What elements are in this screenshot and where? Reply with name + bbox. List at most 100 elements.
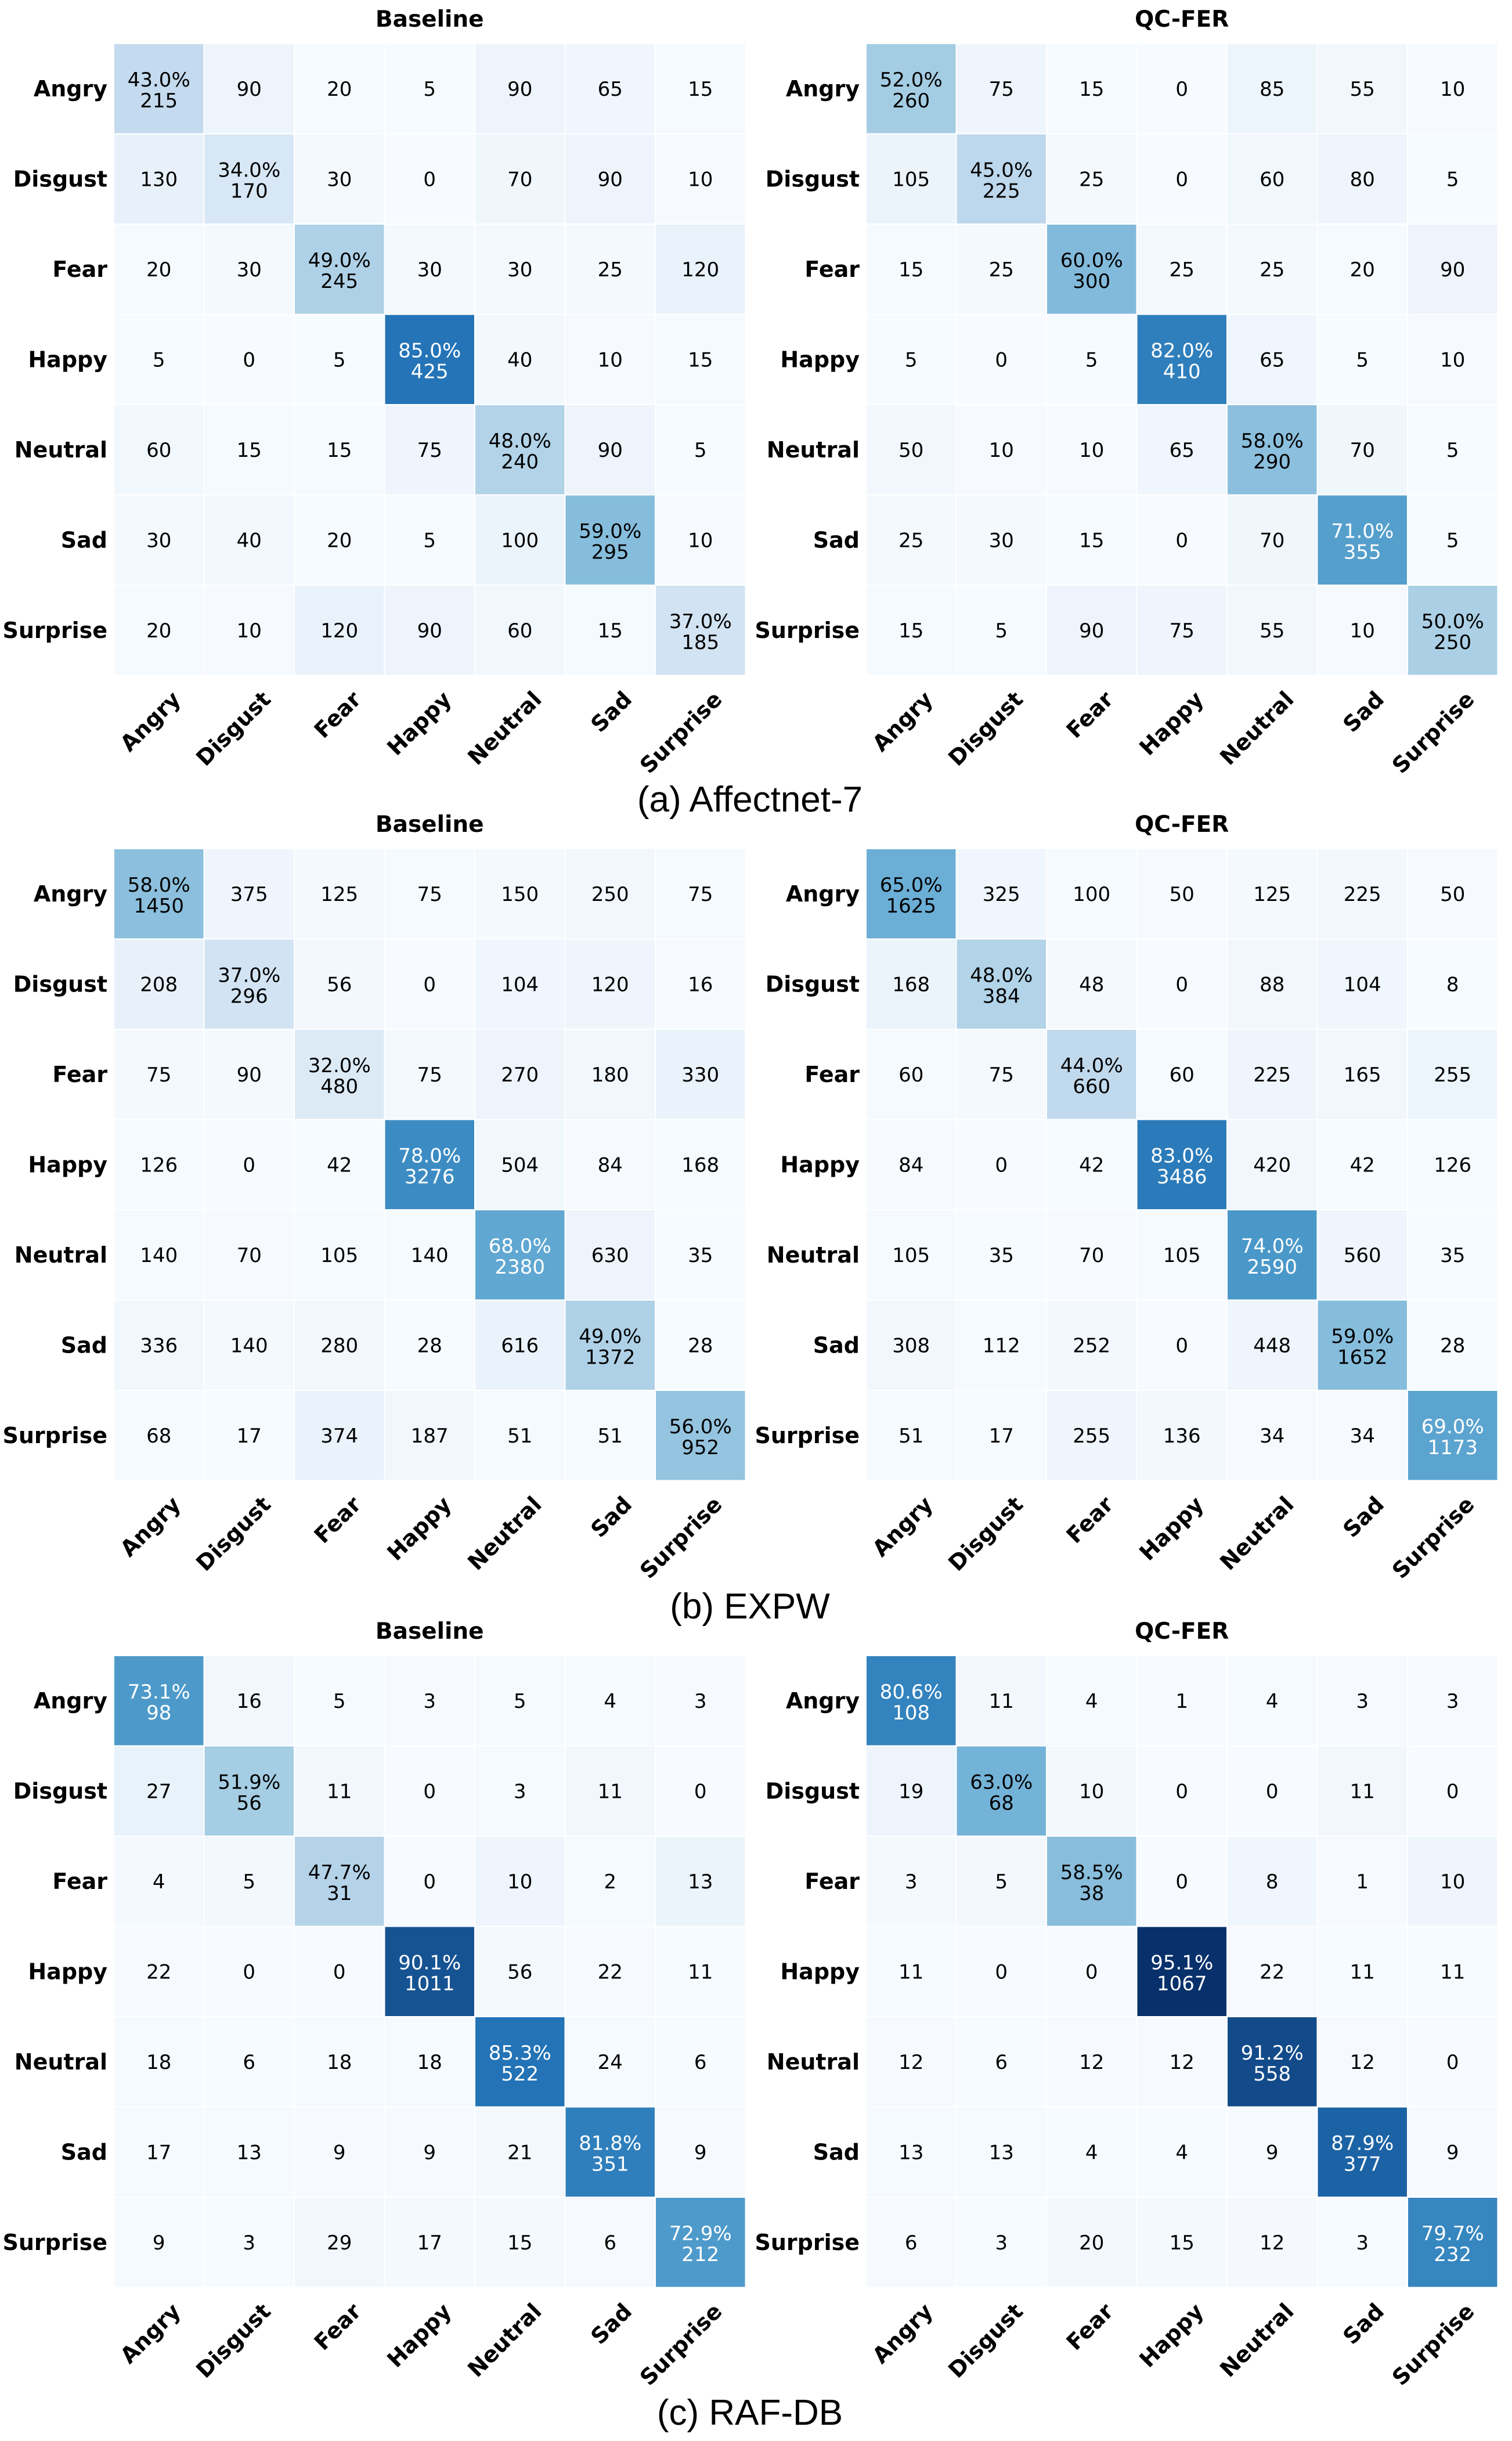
cell-count-label: 28 <box>1440 1334 1465 1357</box>
heatmap-cell <box>955 1029 1047 1120</box>
caption-affectnet-text: (a) Affectnet-7 <box>637 780 863 820</box>
cell-count-label: 15 <box>688 348 713 372</box>
heatmap-cell <box>1316 1655 1408 1747</box>
matrix-title: Baseline <box>376 812 484 838</box>
heatmap-cell <box>655 1029 746 1120</box>
cell-count-label: 70 <box>1079 1244 1104 1267</box>
col-tick-label: Fear <box>1062 2298 1118 2355</box>
heatmap-cell <box>294 938 385 1030</box>
cell-percent-label: 49.0% <box>308 249 371 272</box>
heatmap-cell <box>1046 313 1138 405</box>
cell-count-label: 68 <box>989 1791 1014 1815</box>
heatmap-cell <box>113 1209 205 1301</box>
cell-count-label: 60 <box>1170 1063 1195 1087</box>
cell-count-label: 245 <box>320 270 358 293</box>
col-tick-label: Sad <box>586 2298 637 2349</box>
heatmap-cell <box>655 1299 746 1391</box>
heatmap-cell <box>564 133 656 225</box>
heatmap-cell <box>1226 1390 1318 1481</box>
cell-percent-label: 63.0% <box>970 1771 1033 1794</box>
cell-count-label: 1 <box>1175 1690 1188 1713</box>
cell-count-label: 0 <box>1266 1780 1279 1803</box>
heatmap-cell <box>564 1655 656 1747</box>
cell-count-label: 42 <box>1079 1153 1104 1177</box>
cell-count-label: 31 <box>327 1882 352 1905</box>
cell-count-label: 504 <box>501 1153 539 1177</box>
heatmap-cell <box>1046 2197 1138 2288</box>
heatmap-cell <box>1316 1390 1408 1481</box>
heatmap-cell <box>865 585 957 676</box>
heatmap-cell <box>1407 2106 1499 2198</box>
heatmap-cell <box>1407 1299 1499 1391</box>
cell-count-label: 125 <box>320 883 358 906</box>
cell-count-label: 336 <box>140 1334 178 1357</box>
matrix-title: Baseline <box>376 1618 484 1645</box>
heatmap-cell <box>113 404 205 496</box>
cell-count-label: 425 <box>411 360 449 383</box>
cell-count-label: 5 <box>1446 439 1459 462</box>
cell-percent-label: 48.0% <box>970 964 1033 987</box>
cell-count-label: 0 <box>243 348 255 372</box>
heatmap-cell <box>1226 848 1318 940</box>
cell-count-label: 10 <box>1350 619 1375 643</box>
cell-count-label: 60 <box>1260 168 1284 191</box>
col-tick-label: Disgust <box>191 2298 276 2383</box>
heatmap-cell <box>1046 1029 1138 1120</box>
heatmap-cell <box>113 43 205 135</box>
cell-count-label: 225 <box>983 179 1020 203</box>
cell-count-label: 0 <box>243 1153 255 1177</box>
heatmap-cell <box>655 2016 746 2108</box>
heatmap-cell <box>203 1299 295 1391</box>
col-tick-label: Angry <box>868 1491 938 1562</box>
cell-count-label: 40 <box>507 348 532 372</box>
cell-count-label: 8 <box>1266 1870 1279 1894</box>
cell-count-label: 5 <box>995 1870 1008 1894</box>
heatmap-cell <box>113 494 205 586</box>
row-tick-label: Surprise <box>2 2230 107 2255</box>
row-tick-label: Angry <box>786 76 860 102</box>
cell-count-label: 0 <box>995 1960 1008 1984</box>
cell-count-label: 70 <box>1260 529 1284 552</box>
heatmap-cell <box>113 2016 205 2108</box>
heatmap-cell <box>203 1390 295 1481</box>
heatmap-cell <box>865 1209 957 1301</box>
cell-percent-label: 91.2% <box>1241 2042 1304 2065</box>
heatmap-cell <box>1407 938 1499 1030</box>
heatmap-cell <box>294 223 385 315</box>
heatmap-cell <box>294 1745 385 1837</box>
row-tick-label: Surprise <box>755 2230 860 2255</box>
heatmap-cell <box>655 2106 746 2198</box>
row-tick-label: Disgust <box>13 166 107 192</box>
heatmap-cell <box>955 2016 1047 2108</box>
cell-count-label: 0 <box>423 168 436 191</box>
heatmap-cell <box>474 938 566 1030</box>
cell-count-label: 35 <box>1440 1244 1465 1267</box>
cell-count-label: 5 <box>423 529 436 552</box>
heatmap-cell <box>294 2106 385 2198</box>
cell-count-label: 558 <box>1253 2063 1291 2086</box>
cell-count-label: 68 <box>146 1425 171 1448</box>
heatmap-cell <box>564 1745 656 1837</box>
col-tick-label: Sad <box>1338 2298 1389 2349</box>
cell-count-label: 15 <box>898 619 923 643</box>
matrix-title: QC-FER <box>1135 812 1229 838</box>
heatmap-cell <box>294 1390 385 1481</box>
heatmap-cell <box>474 2016 566 2108</box>
cell-count-label: 9 <box>333 2141 346 2164</box>
heatmap-cell <box>1136 1745 1228 1837</box>
cell-count-label: 90 <box>1079 619 1104 643</box>
heatmap-cell <box>865 494 957 586</box>
cell-percent-label: 65.0% <box>880 874 943 897</box>
col-tick-label: Surprise <box>635 2298 727 2390</box>
row-tick-label: Neutral <box>15 2049 107 2075</box>
cell-count-label: 325 <box>983 883 1020 906</box>
heatmap-cell <box>1226 133 1318 225</box>
heatmap-cell <box>955 1299 1047 1391</box>
cell-count-label: 50 <box>898 439 923 462</box>
cell-count-label: 15 <box>598 619 623 643</box>
heatmap-cell <box>384 1926 475 2017</box>
cell-count-label: 6 <box>905 2231 918 2255</box>
heatmap-cell <box>865 1299 957 1391</box>
heatmap-cell <box>1316 1926 1408 2017</box>
row-tick-label: Surprise <box>2 1423 107 1448</box>
